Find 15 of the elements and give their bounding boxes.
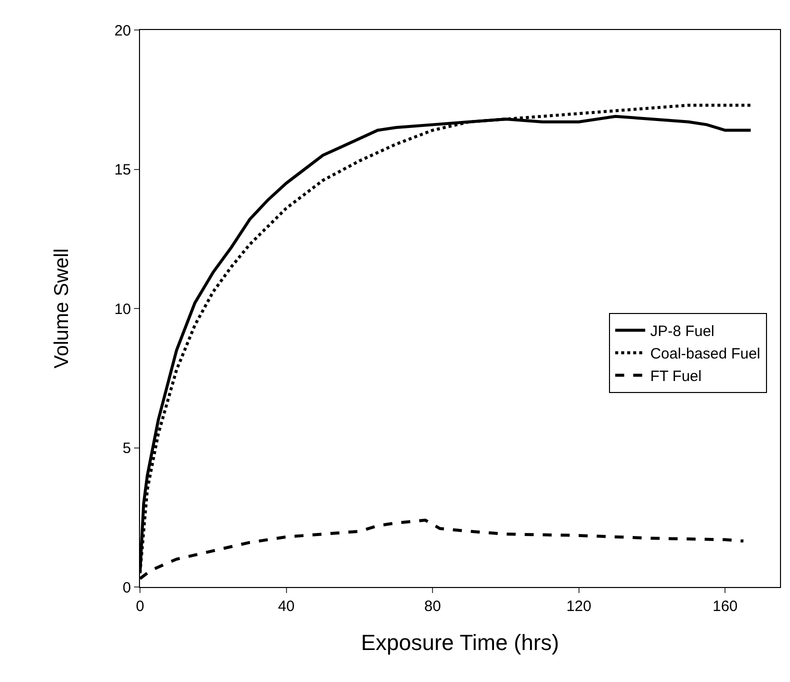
x-tick-label: 40 <box>278 598 295 615</box>
legend-label: Coal-based Fuel <box>650 346 760 363</box>
x-tick-label: 160 <box>712 598 738 615</box>
x-axis-title: Exposure Time (hrs) <box>360 630 560 655</box>
legend-label: FT Fuel <box>650 368 702 386</box>
y-tick-label: 15 <box>114 162 131 178</box>
legend-label: JP-8 Fuel <box>650 323 714 340</box>
y-axis-title: Volume Swell <box>50 248 73 369</box>
y-tick-label: 20 <box>114 22 131 40</box>
x-tick-label: 80 <box>424 598 441 615</box>
y-tick-label: 10 <box>114 300 131 318</box>
y-tick-label: 5 <box>122 440 131 457</box>
x-tick-label: 120 <box>566 598 592 615</box>
y-tick-label: 0 <box>122 579 131 596</box>
x-tick-label: 0 <box>136 598 144 615</box>
